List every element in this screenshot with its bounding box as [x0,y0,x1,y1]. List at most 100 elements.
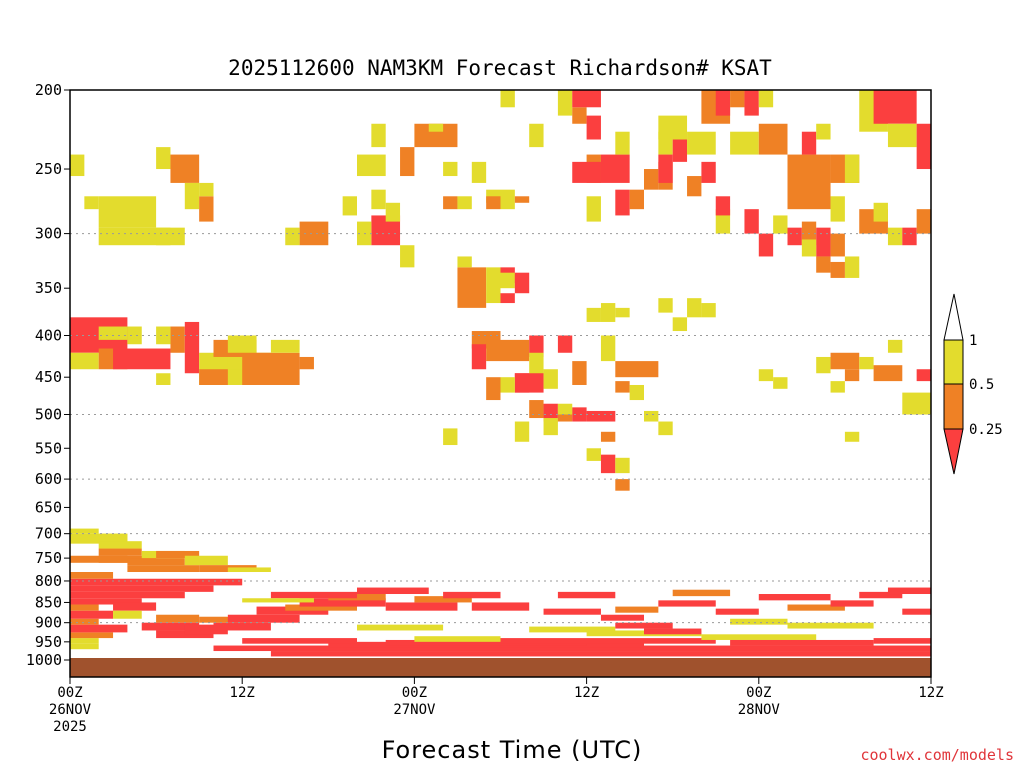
ri-cell [500,189,515,210]
ri-cell [199,565,257,573]
ri-cell [644,169,659,190]
ri-cell [572,361,587,385]
ri-cell [70,585,214,592]
ri-cell [730,131,759,155]
ri-cell [98,196,157,228]
ri-cell [414,596,472,603]
ri-cell [371,189,386,210]
ri-cell [572,161,601,183]
colorbar-label: 1 [969,333,977,349]
ri-cell [385,202,401,222]
x-tick-label: 27NOV [393,702,436,718]
ri-cell [400,147,415,177]
ri-cell [672,139,688,162]
ri-cell [687,298,702,318]
ri-cell [98,541,142,549]
ri-cell [357,154,386,177]
ri-cell [557,90,573,116]
x-tick-label: 00Z [57,685,82,701]
y-tick-label: 900 [35,614,62,632]
ri-cell [773,377,788,389]
ri-cell [658,421,673,436]
x-tick-label: 12Z [574,685,599,701]
y-tick-label: 400 [35,326,62,344]
ri-cell [586,448,601,461]
ri-cell [600,335,616,362]
ri-cell [457,267,487,308]
ri-cell [299,598,386,607]
y-tick-label: 950 [35,633,62,651]
ri-cell [902,392,931,415]
ri-cell [70,578,243,586]
ri-cell [543,418,558,436]
ri-cell [873,202,888,222]
ri-cell [801,239,817,257]
ri-cell [916,209,931,234]
ri-cell [242,598,314,603]
ri-cell [227,614,300,623]
colorbar-label: 0.25 [969,422,1003,438]
ri-cell [443,196,458,210]
ri-cell [873,638,931,644]
ri-cell [342,196,357,216]
ri-cell [213,622,271,631]
ri-cell [902,608,931,615]
ri-cell [113,602,157,611]
ri-cell [127,558,185,566]
ri-cell [615,361,659,378]
ri-cell [156,550,200,559]
ri-cell [787,154,831,210]
ri-cell [644,628,702,635]
ri-cell [70,528,99,534]
ri-cell [529,335,544,357]
x-tick-label: 28NOV [738,702,781,718]
ri-cell [887,587,931,595]
ri-cell [70,604,99,611]
ri-cell [500,90,515,108]
ri-cell [600,614,644,621]
ri-cell [844,369,860,382]
ri-cell [615,307,630,318]
ri-cell [615,606,659,613]
y-axis: 200 250 300 350 400 450 500 550 600 650 700 750 800 8… [26,81,70,669]
ri-cell [500,638,716,644]
ri-cell [400,245,415,268]
credit-link[interactable]: coolwx.com/models [860,746,1014,764]
ri-cell [557,403,573,415]
colorbar-bin-yellow [943,339,964,385]
ri-cell [141,622,200,631]
ri-cell [457,196,472,210]
ri-cell [414,636,501,642]
ri-cell [70,154,85,177]
ri-cell [844,256,860,278]
ri-cell [443,591,501,599]
y-tick-label: 650 [35,498,62,516]
ri-cell [184,182,200,210]
ri-cell [156,614,200,623]
ri-cell [500,293,515,304]
ri-cell [428,123,444,132]
ri-cell [500,377,515,393]
ri-cell [715,90,731,116]
ri-cell [70,572,114,579]
ri-cell [887,227,903,246]
ri-cell [184,321,200,374]
ri-cell [270,651,931,657]
ri-cell [644,410,659,422]
ri-cell [70,591,185,599]
ri-cell [600,303,616,322]
ri-cell [156,373,171,385]
ri-cell [600,154,630,183]
ri-cell [672,589,731,597]
ri-cell [371,123,386,148]
ri-cell [801,131,817,155]
ri-cell [543,369,558,389]
ri-cell [730,618,788,625]
x-axis-label: Forecast Time (UTC) [382,736,643,764]
ri-cell [70,643,99,650]
x-tick-label: 2025 [53,719,87,735]
ri-cell [242,352,300,385]
ri-cell [701,303,716,318]
y-tick-label: 700 [35,525,62,543]
